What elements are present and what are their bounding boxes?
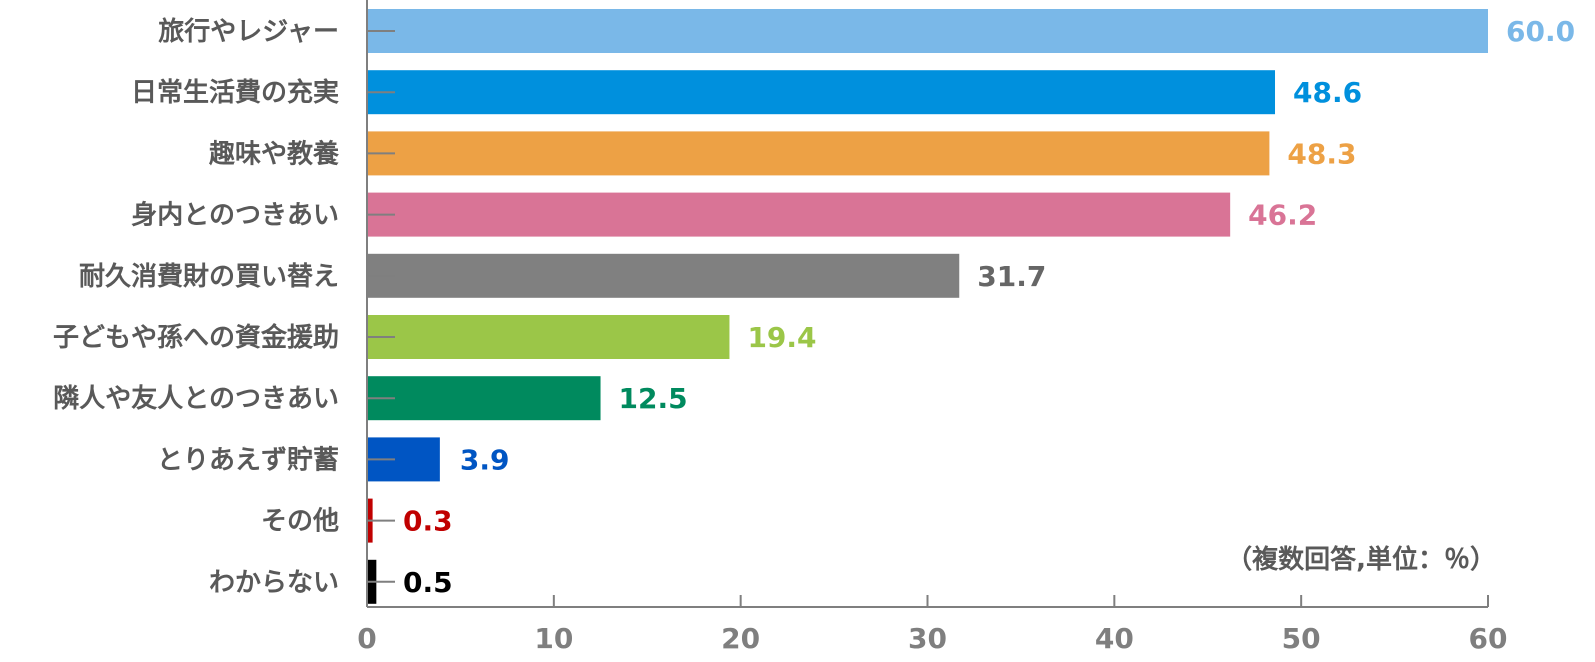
value-label: 31.7 [977,260,1046,293]
category-label: とりあえず貯蓄 [157,444,339,475]
value-label: 19.4 [747,321,816,354]
category-label: 日常生活費の充実 [131,77,339,108]
value-label: 0.3 [403,505,453,538]
category-label: 旅行やレジャー [158,16,339,47]
bar-5 [367,253,960,298]
value-label: 46.2 [1248,199,1317,232]
bar-6 [367,315,730,359]
x-tick-label: 30 [908,622,947,655]
chart-note: （複数回答,単位：％） [1226,544,1496,575]
bar-1 [367,9,1488,53]
value-label: 12.5 [619,382,688,415]
value-label: 0.5 [403,566,453,599]
category-label: 隣人や友人とのつきあい [53,384,339,414]
value-label: 48.3 [1287,137,1356,170]
value-label: 48.6 [1293,76,1362,109]
value-label: 60.0 [1506,15,1575,48]
x-tick-label: 60 [1469,622,1508,655]
labels-layer: 旅行やレジャー 60.0 日常生活費の充実 48.6 趣味や教養 48.3 身内とのつきあい… [53,15,1575,599]
bar-7 [367,376,601,421]
category-label: 耐久消費財の買い替え [79,262,339,292]
bars-layer [367,9,1488,604]
x-tick-label: 10 [534,622,573,655]
category-label: 子どもや孫への資金援助 [53,322,339,353]
x-tick-label: 50 [1282,622,1321,655]
value-label: 3.9 [460,443,510,476]
bar-4 [367,192,1231,237]
bar-3 [367,131,1270,176]
category-label: 身内とのつきあい [131,200,339,231]
x-tick-label: 0 [357,622,376,655]
category-label: 趣味や教養 [208,139,340,169]
category-label: わからない [209,568,339,598]
bar-2 [367,70,1276,115]
category-label: その他 [261,507,339,537]
x-tick-label: 20 [721,622,760,655]
x-tick-label: 40 [1095,622,1134,655]
axis-layer: 0 10 20 30 40 50 60 [357,0,1507,655]
